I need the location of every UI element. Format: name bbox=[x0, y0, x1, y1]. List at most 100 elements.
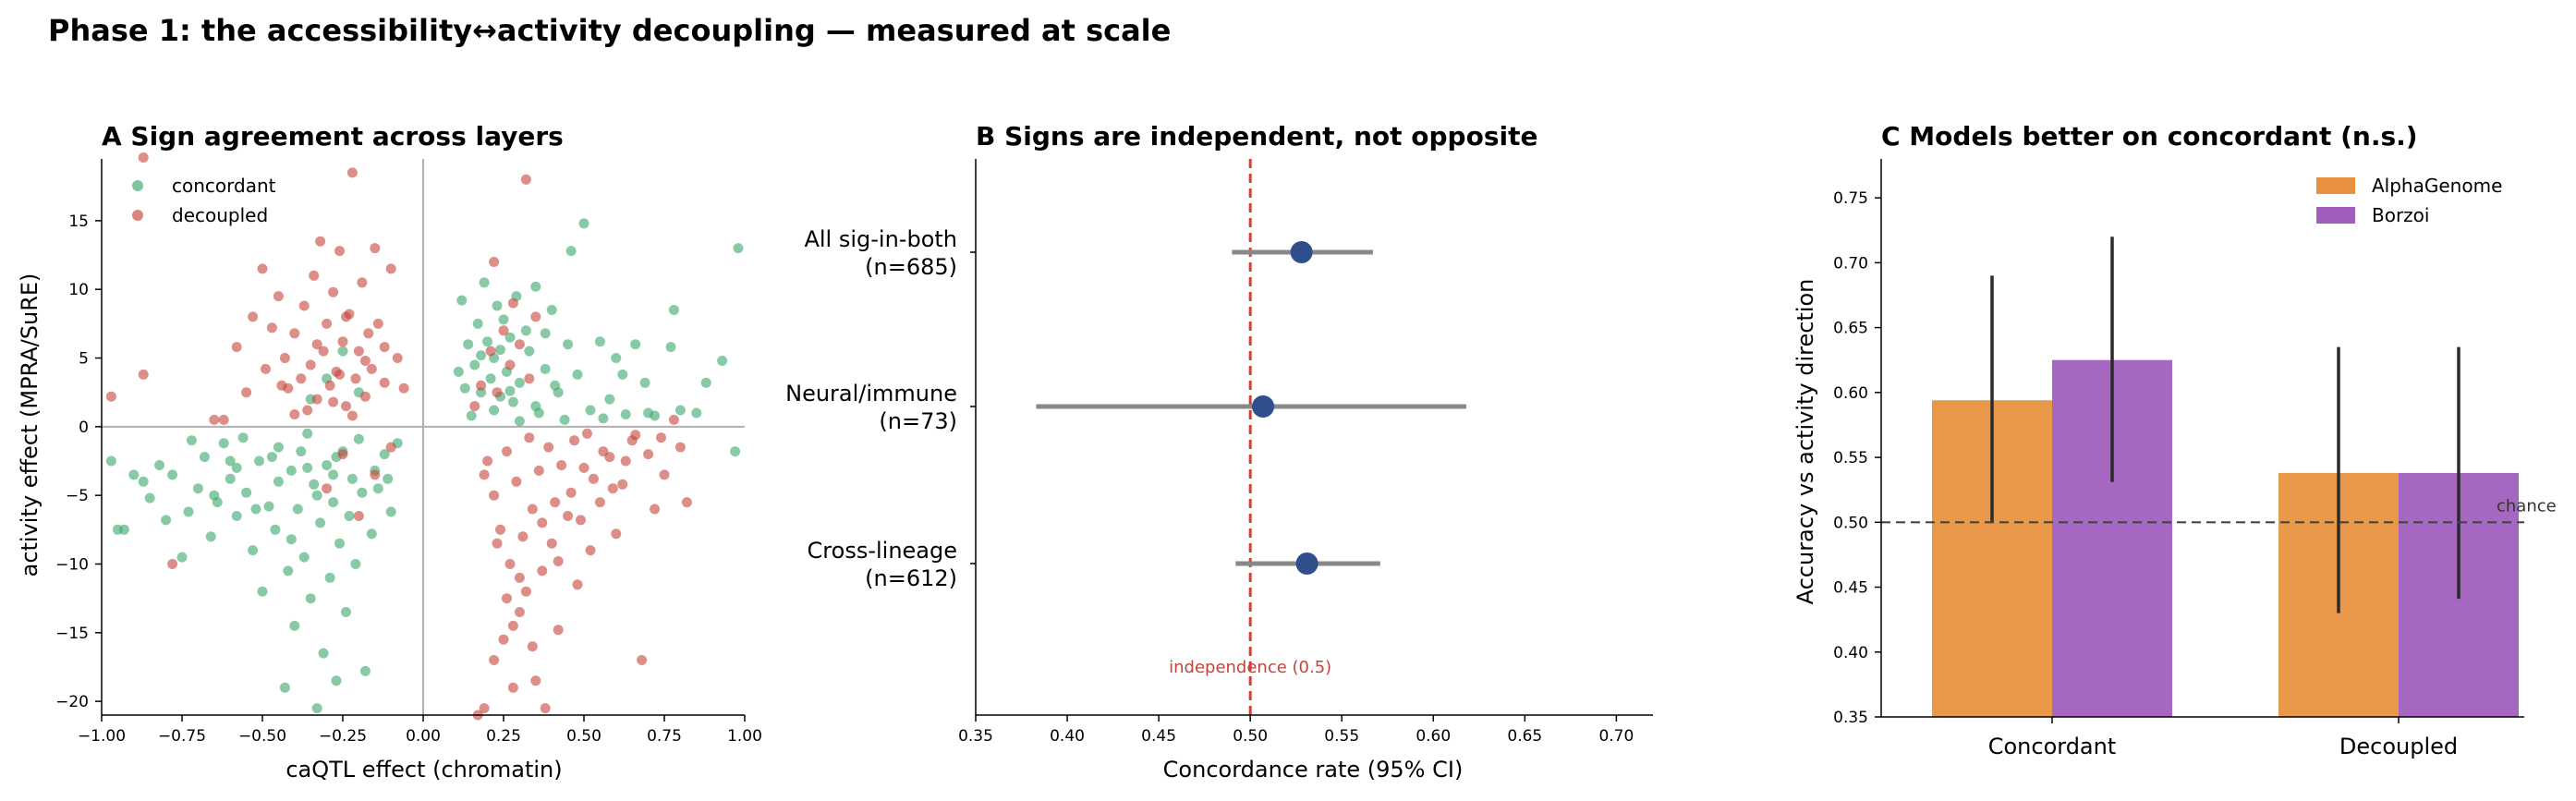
scatter-point-decoupled-18 bbox=[305, 359, 316, 370]
scatter-point-decoupled-80 bbox=[637, 655, 648, 665]
scatter-point-decoupled-7 bbox=[241, 387, 252, 398]
scatter-point-decoupled-94 bbox=[533, 465, 544, 476]
scatter-point-concordant-99 bbox=[328, 497, 339, 508]
y-tick-label: 0.40 bbox=[1833, 644, 1868, 662]
scatter-point-concordant-103 bbox=[341, 607, 351, 617]
scatter-point-concordant-132 bbox=[266, 452, 277, 463]
scatter-point-concordant-49 bbox=[620, 409, 631, 419]
scatter-point-decoupled-55 bbox=[311, 339, 322, 350]
scatter-point-concordant-8 bbox=[630, 339, 641, 350]
legend-swatch-alphagenome bbox=[2316, 177, 2355, 194]
scatter-point-decoupled-37 bbox=[366, 363, 377, 374]
scatter-point-decoupled-4 bbox=[209, 414, 220, 425]
scatter-point-decoupled-40 bbox=[379, 377, 390, 388]
scatter-point-concordant-67 bbox=[167, 469, 178, 480]
chance-label: chance bbox=[2497, 496, 2557, 516]
scatter-point-concordant-55 bbox=[495, 345, 505, 356]
y-tick-label: 0.70 bbox=[1833, 254, 1868, 273]
scatter-point-concordant-14 bbox=[572, 369, 583, 380]
scatter-point-decoupled-52 bbox=[385, 442, 396, 453]
scatter-point-concordant-107 bbox=[353, 433, 364, 444]
scatter-point-decoupled-96 bbox=[550, 497, 561, 508]
scatter-point-decoupled-13 bbox=[279, 353, 290, 363]
scatter-point-decoupled-72 bbox=[572, 579, 583, 590]
scatter-point-decoupled-57 bbox=[379, 342, 390, 353]
scatter-point-decoupled-124 bbox=[492, 538, 503, 549]
legend-marker-concordant bbox=[132, 180, 143, 191]
scatter-point-concordant-93 bbox=[309, 479, 320, 490]
scatter-point-concordant-84 bbox=[273, 442, 284, 453]
scatter-point-concordant-86 bbox=[283, 565, 294, 576]
scatter-point-concordant-123 bbox=[209, 490, 220, 501]
scatter-point-concordant-9 bbox=[617, 369, 628, 380]
panel-b-xlabel: Concordance rate (95% CI) bbox=[1163, 757, 1464, 783]
row-label-1: (n=73) bbox=[879, 408, 957, 434]
row-label-1: Neural/immune bbox=[785, 381, 957, 407]
scatter-point-decoupled-22 bbox=[318, 346, 329, 357]
scatter-point-decoupled-28 bbox=[337, 336, 348, 347]
scatter-point-concordant-126 bbox=[311, 490, 322, 501]
scatter-point-decoupled-105 bbox=[620, 455, 631, 467]
scatter-point-decoupled-125 bbox=[537, 517, 548, 528]
estimate-point-2 bbox=[1295, 552, 1318, 575]
scatter-point-decoupled-11 bbox=[266, 322, 277, 334]
scatter-point-concordant-90 bbox=[298, 552, 310, 563]
scatter-point-concordant-62 bbox=[128, 469, 140, 480]
scatter-point-concordant-40 bbox=[463, 339, 474, 350]
scatter-point-concordant-1 bbox=[717, 356, 728, 366]
scatter-point-decoupled-48 bbox=[322, 483, 333, 494]
scatter-point-concordant-44 bbox=[530, 401, 541, 412]
scatter-point-concordant-91 bbox=[302, 428, 313, 439]
panel-a-legend: concordant decoupled bbox=[132, 175, 276, 226]
scatter-point-decoupled-54 bbox=[359, 356, 371, 366]
scatter-point-concordant-64 bbox=[144, 492, 155, 504]
panel-c: C Models better on concordant (n.s.) Con… bbox=[1792, 121, 2557, 759]
scatter-point-decoupled-71 bbox=[563, 511, 574, 521]
scatter-point-decoupled-9 bbox=[257, 263, 268, 274]
scatter-point-decoupled-2 bbox=[138, 369, 149, 380]
x-tick-label: 0.50 bbox=[1233, 727, 1268, 746]
panel-b: B Signs are independent, not opposite in… bbox=[785, 121, 1653, 783]
scatter-point-concordant-27 bbox=[504, 332, 516, 343]
scatter-point-decoupled-98 bbox=[565, 487, 577, 498]
row-label-0: All sig-in-both bbox=[804, 226, 957, 252]
scatter-point-decoupled-69 bbox=[546, 538, 557, 549]
scatter-point-concordant-76 bbox=[231, 511, 242, 521]
scatter-point-concordant-81 bbox=[257, 586, 268, 597]
scatter-point-concordant-19 bbox=[540, 363, 551, 374]
x-tick-label: 0.25 bbox=[486, 727, 521, 746]
scatter-point-concordant-34 bbox=[482, 336, 493, 347]
x-tick-label: 0.55 bbox=[1324, 727, 1359, 746]
scatter-point-decoupled-36 bbox=[363, 328, 374, 339]
panel-a-xlabel: caQTL effect (chromatin) bbox=[286, 757, 562, 783]
scatter-point-concordant-35 bbox=[479, 277, 490, 288]
scatter-point-concordant-57 bbox=[476, 350, 487, 361]
scatter-point-decoupled-83 bbox=[668, 414, 679, 425]
legend-label-decoupled: decoupled bbox=[172, 204, 268, 226]
category-label: Decoupled bbox=[2339, 734, 2458, 759]
y-tick-label: −10 bbox=[55, 555, 89, 574]
y-tick-label: 5 bbox=[79, 350, 89, 369]
scatter-point-decoupled-27 bbox=[334, 246, 345, 257]
scatter-point-decoupled-119 bbox=[524, 373, 535, 384]
scatter-point-concordant-54 bbox=[504, 385, 516, 396]
x-tick-label: 0.50 bbox=[566, 727, 601, 746]
scatter-point-decoupled-88 bbox=[502, 446, 512, 457]
scatter-point-decoupled-42 bbox=[392, 353, 403, 363]
scatter-point-decoupled-29 bbox=[341, 401, 351, 412]
scatter-point-concordant-111 bbox=[379, 449, 390, 460]
scatter-point-decoupled-0 bbox=[138, 152, 149, 163]
scatter-point-decoupled-104 bbox=[607, 483, 618, 494]
y-tick-label: 15 bbox=[68, 212, 89, 231]
scatter-point-decoupled-12 bbox=[273, 291, 284, 302]
scatter-point-concordant-80 bbox=[254, 455, 264, 467]
x-tick-label: −0.50 bbox=[238, 727, 286, 746]
scatter-point-concordant-95 bbox=[315, 517, 326, 528]
y-tick-label: 0.75 bbox=[1833, 189, 1868, 208]
scatter-point-concordant-11 bbox=[604, 394, 615, 405]
scatter-point-concordant-119 bbox=[296, 446, 307, 457]
scatter-point-decoupled-85 bbox=[482, 455, 493, 467]
scatter-point-concordant-2 bbox=[700, 377, 711, 388]
scatter-point-concordant-21 bbox=[530, 281, 541, 292]
y-tick-label: −20 bbox=[55, 693, 89, 711]
